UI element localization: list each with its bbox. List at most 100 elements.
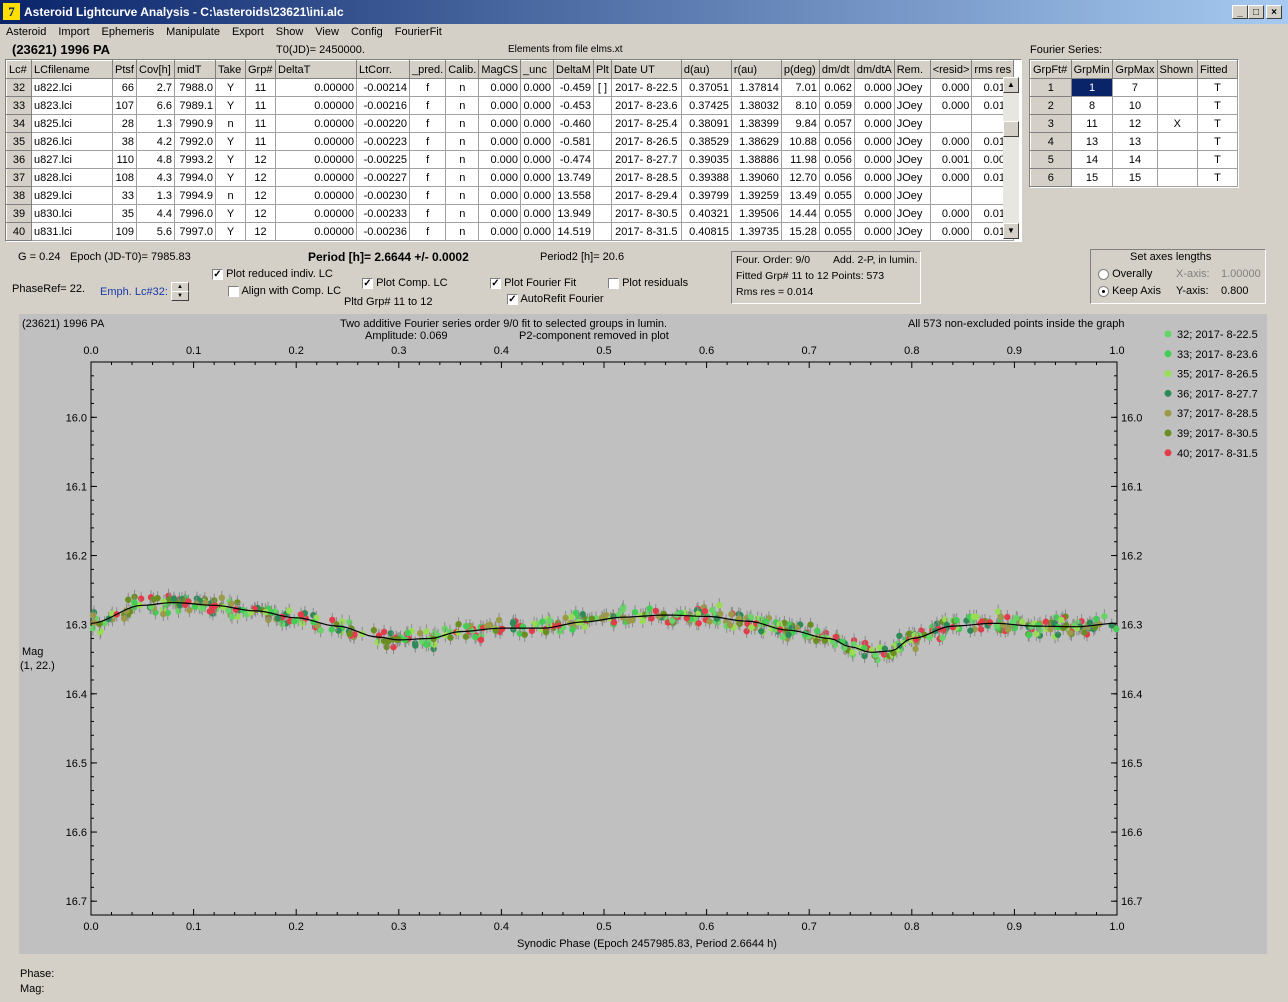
table-cell[interactable]: n xyxy=(445,150,480,169)
emph-lc-spinner[interactable]: ▲ ▼ xyxy=(171,282,189,301)
checkbox-icon[interactable]: ✓ xyxy=(212,268,223,280)
table-cell[interactable]: 0.000 xyxy=(520,186,555,205)
table-cell[interactable]: Y xyxy=(215,96,246,115)
fourier-cell[interactable] xyxy=(1156,168,1199,187)
lc-column-header[interactable]: Cov[h] xyxy=(136,60,175,79)
table-cell[interactable]: 12 xyxy=(245,222,276,241)
table-cell[interactable]: 0.059 xyxy=(818,96,855,115)
table-cell[interactable]: 0.000 xyxy=(929,204,973,223)
keep-axis-radio[interactable]: Keep Axis xyxy=(1098,285,1161,297)
table-cell[interactable]: 0.39799 xyxy=(680,186,732,205)
fourier-column-header[interactable]: Fitted xyxy=(1197,60,1238,79)
scroll-down-button[interactable]: ▼ xyxy=(1003,223,1019,239)
lc-column-header[interactable]: Date UT xyxy=(610,60,682,79)
table-cell[interactable]: 0.000 xyxy=(478,78,522,97)
x-axis-value[interactable]: 1.00000 xyxy=(1221,268,1261,280)
table-cell[interactable]: 0.40815 xyxy=(680,222,732,241)
menu-import[interactable]: Import xyxy=(58,26,90,38)
fourier-cell[interactable]: 2 xyxy=(1030,96,1072,115)
table-cell[interactable]: 107 xyxy=(112,96,137,115)
table-cell[interactable]: -0.460 xyxy=(553,114,595,133)
table-cell[interactable]: n xyxy=(445,222,480,241)
scroll-thumb[interactable] xyxy=(1003,121,1019,137)
lc-column-header[interactable]: DeltaM xyxy=(553,60,595,79)
table-cell[interactable]: 0.00000 xyxy=(275,96,357,115)
table-cell[interactable] xyxy=(929,186,973,205)
table-cell[interactable]: 0.000 xyxy=(853,222,895,241)
table-cell[interactable]: 12 xyxy=(245,168,276,187)
table-cell[interactable]: 38 xyxy=(112,132,137,151)
table-cell[interactable]: u827.lci xyxy=(31,150,113,169)
table-cell[interactable]: 0.000 xyxy=(853,132,895,151)
table-cell[interactable]: 37 xyxy=(6,168,32,187)
table-cell[interactable]: u825.lci xyxy=(31,114,113,133)
plot-comp-checkbox[interactable]: ✓ Plot Comp. LC xyxy=(362,277,448,289)
table-cell[interactable]: 5.6 xyxy=(136,222,175,241)
table-cell[interactable]: u822.lci xyxy=(31,78,113,97)
fourier-cell[interactable]: 1 xyxy=(1070,78,1114,97)
fourier-cell[interactable]: T xyxy=(1197,132,1238,151)
table-cell[interactable]: n xyxy=(445,204,480,223)
table-cell[interactable]: f xyxy=(408,186,447,205)
table-cell[interactable]: JOey xyxy=(893,78,931,97)
plot-fourier-checkbox[interactable]: ✓ Plot Fourier Fit xyxy=(490,277,576,289)
table-cell[interactable]: JOey xyxy=(893,186,931,205)
table-cell[interactable]: -0.459 xyxy=(553,78,595,97)
table-cell[interactable]: 4.4 xyxy=(136,204,175,223)
lc-column-header[interactable]: r(au) xyxy=(730,60,782,79)
table-row[interactable]: 32 u822.lci 66 2.7 7988.0 Y 11 0.00000 -0.00214 f… xyxy=(6,78,1015,97)
table-cell[interactable]: f xyxy=(408,204,447,223)
lc-column-header[interactable]: MagCS xyxy=(478,60,522,79)
fourier-cell[interactable]: 1 xyxy=(1030,78,1072,97)
fourier-row[interactable]: 3 11 12 X T xyxy=(1030,114,1238,133)
fourier-cell[interactable]: 3 xyxy=(1030,114,1072,133)
fourier-row[interactable]: 5 14 14 T xyxy=(1030,150,1238,169)
fourier-cell[interactable]: T xyxy=(1197,168,1238,187)
plot-reduced-checkbox[interactable]: ✓ Plot reduced indiv. LC xyxy=(212,268,333,280)
checkbox-icon[interactable]: ✓ xyxy=(507,293,518,305)
fourier-column-header[interactable]: GrpMin xyxy=(1070,60,1114,79)
table-cell[interactable]: u831.lci xyxy=(31,222,113,241)
table-cell[interactable]: f xyxy=(408,150,447,169)
table-cell[interactable]: 66 xyxy=(112,78,137,97)
fourier-cell[interactable]: 4 xyxy=(1030,132,1072,151)
lc-column-header[interactable]: dm/dtA xyxy=(853,60,895,79)
plot-panel[interactable]: (23621) 1996 PA Two additive Fourier ser… xyxy=(19,314,1267,954)
table-cell[interactable]: 0.056 xyxy=(818,132,855,151)
fourier-cell[interactable] xyxy=(1156,150,1199,169)
lc-column-header[interactable]: Lc# xyxy=(6,60,32,79)
table-row[interactable]: 34 u825.lci 28 1.3 7990.9 n 11 0.00000 -0.00220 f… xyxy=(6,114,1015,133)
table-cell[interactable]: u826.lci xyxy=(31,132,113,151)
checkbox-icon[interactable]: ✓ xyxy=(490,277,501,289)
table-cell[interactable]: 4.3 xyxy=(136,168,175,187)
table-cell[interactable]: 0.000 xyxy=(478,204,522,223)
table-cell[interactable]: f xyxy=(408,78,447,97)
fourier-cell[interactable] xyxy=(1156,132,1199,151)
table-cell[interactable]: 0.000 xyxy=(929,168,973,187)
table-cell[interactable]: 32 xyxy=(6,78,32,97)
lc-column-header[interactable]: Calib. xyxy=(445,60,480,79)
fourier-cell[interactable]: 13 xyxy=(1112,132,1158,151)
table-cell[interactable]: [ ] xyxy=(593,78,612,97)
table-cell[interactable]: 8.10 xyxy=(780,96,820,115)
table-cell[interactable]: 110 xyxy=(112,150,137,169)
table-cell[interactable]: -0.00230 xyxy=(356,186,410,205)
table-cell[interactable] xyxy=(593,204,612,223)
table-cell[interactable]: Y xyxy=(215,132,246,151)
table-cell[interactable]: 0.000 xyxy=(520,150,555,169)
table-cell[interactable]: 15.28 xyxy=(780,222,820,241)
lc-column-header[interactable]: dm/dt xyxy=(818,60,855,79)
table-cell[interactable]: 1.38886 xyxy=(730,150,782,169)
table-cell[interactable]: Y xyxy=(215,78,246,97)
table-cell[interactable]: 0.000 xyxy=(478,222,522,241)
menu-asteroid[interactable]: Asteroid xyxy=(6,26,47,38)
table-cell[interactable]: 0.056 xyxy=(818,150,855,169)
lc-column-header[interactable]: <resid> xyxy=(929,60,973,79)
checkbox-icon[interactable] xyxy=(228,285,239,297)
checkbox-icon[interactable]: ✓ xyxy=(362,277,373,289)
table-cell[interactable]: 1.39060 xyxy=(730,168,782,187)
fourier-cell[interactable]: 8 xyxy=(1070,96,1114,115)
table-cell[interactable]: 2017- 8-25.4 xyxy=(610,114,682,133)
table-cell[interactable]: 0.055 xyxy=(818,204,855,223)
